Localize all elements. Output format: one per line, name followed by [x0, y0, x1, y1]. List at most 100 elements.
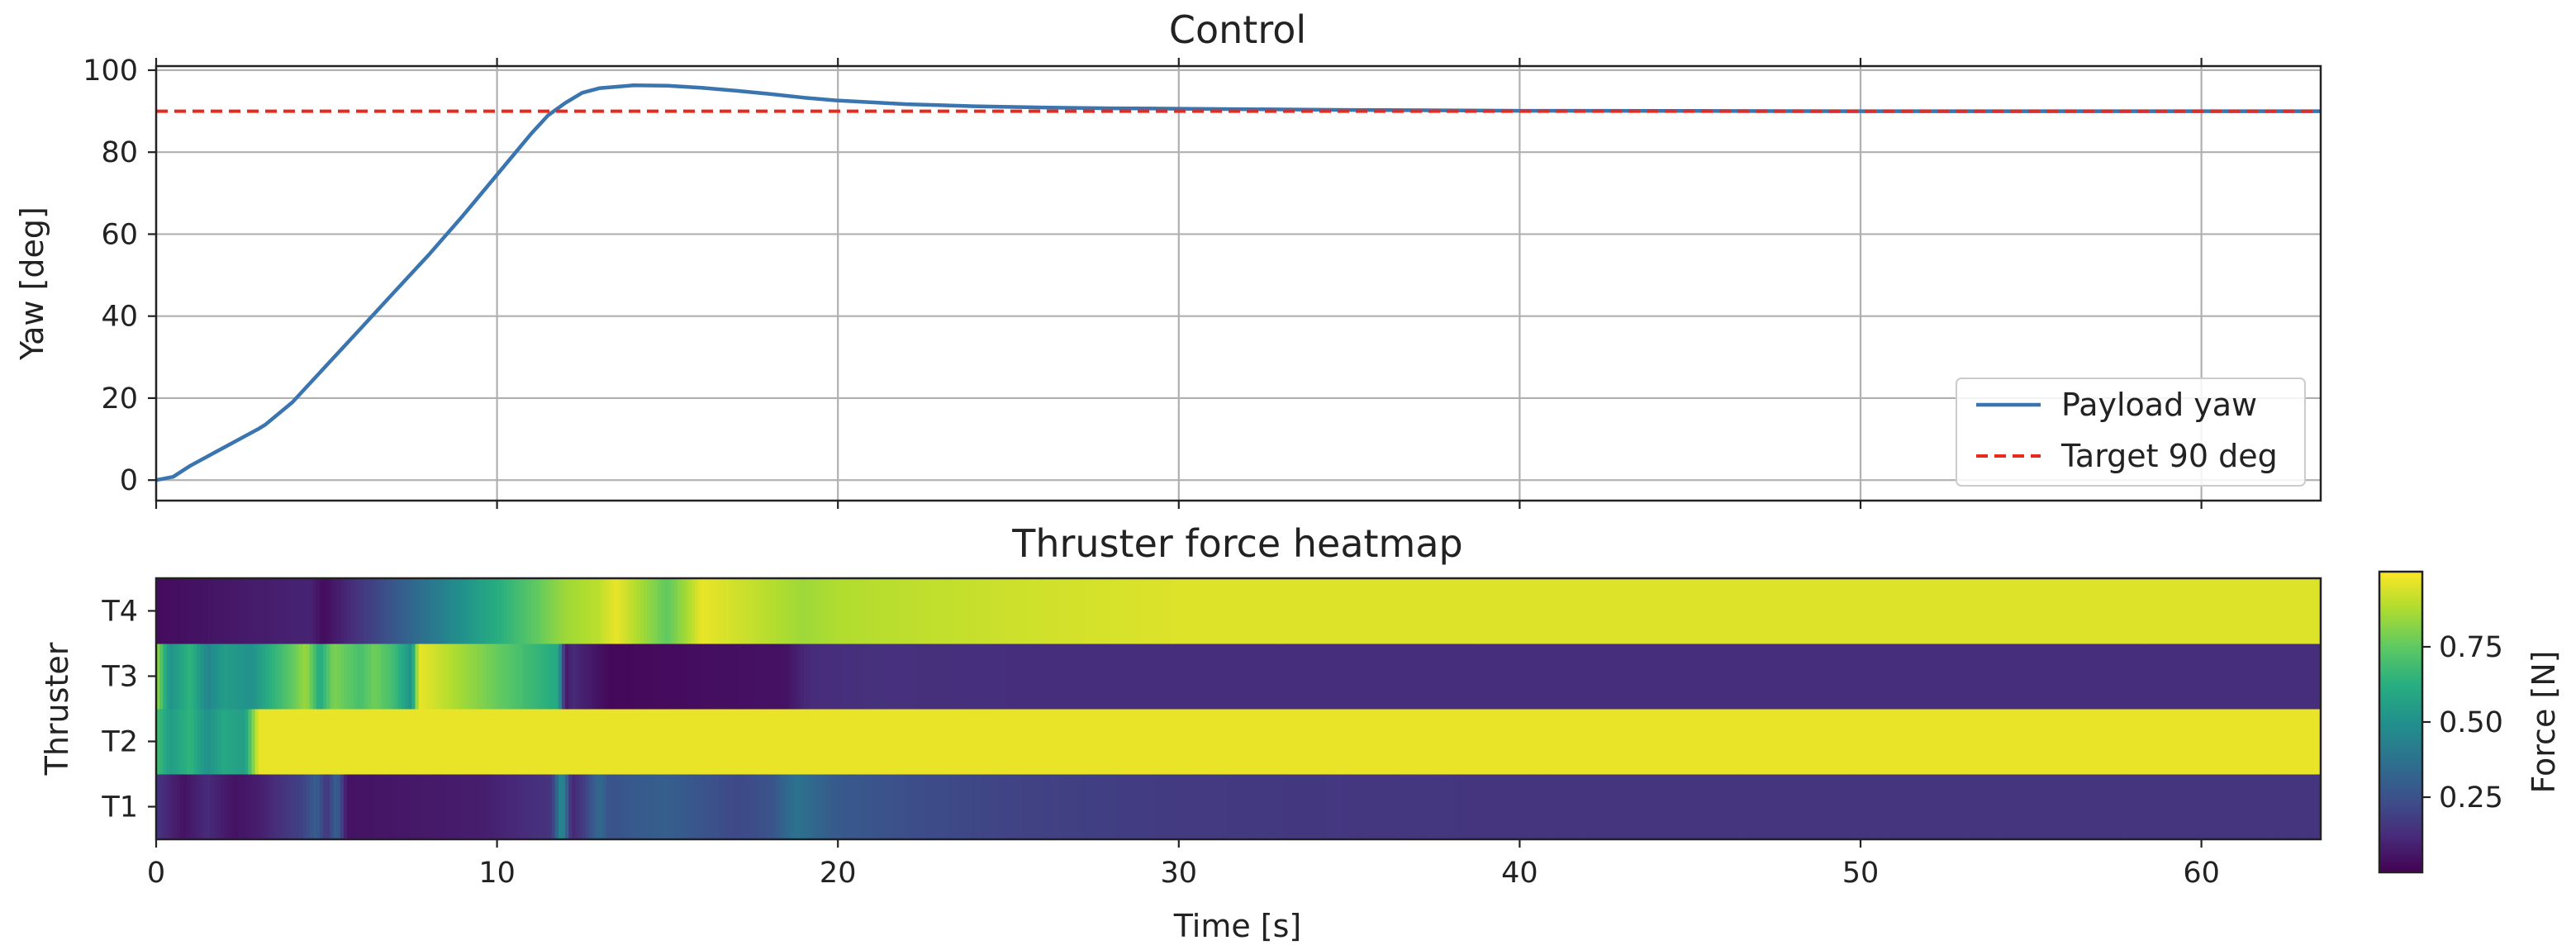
heatmap-cell-T2: [367, 709, 372, 775]
heatmap-cell-T4: [647, 578, 651, 644]
heatmap-cell-T2: [1318, 709, 1323, 775]
heatmap-cell-T2: [838, 709, 842, 775]
heatmap-cell-T1: [1946, 774, 1950, 840]
heatmap-cell-T4: [312, 578, 317, 644]
heatmap-cell-T1: [445, 774, 450, 840]
heatmap-cell-T3: [1148, 644, 1153, 710]
heatmap-cell-T1: [511, 774, 515, 840]
heatmap-cell-T4: [1417, 578, 1422, 644]
heatmap-cell-T3: [923, 644, 928, 710]
heatmap-cell-T3: [1192, 644, 1197, 710]
heatmap-cell-T4: [1090, 578, 1095, 644]
heatmap-cell-T1: [1952, 774, 1957, 840]
heatmap-cell-T3: [1400, 644, 1404, 710]
heatmap-cell-T2: [1734, 709, 1739, 775]
heatmap-cell-T1: [1414, 774, 1419, 840]
heatmap-cell-T4: [701, 578, 706, 644]
heatmap-cell-T3: [544, 644, 549, 710]
heatmap-cell-T3: [1417, 644, 1422, 710]
heatmap-cell-T3: [1935, 644, 1940, 710]
heatmap-cell-T2: [1686, 709, 1691, 775]
heatmap-cell-T1: [1614, 774, 1619, 840]
heatmap-cell-T1: [1547, 774, 1552, 840]
heatmap-cell-T3: [2034, 644, 2039, 710]
heatmap-cell-T2: [2265, 709, 2270, 775]
heatmap-row-label-T4: T4: [101, 596, 138, 629]
heatmap-cell-T4: [1908, 578, 1913, 644]
heatmap-cell-T1: [1407, 774, 1411, 840]
heatmap-cell-T3: [1880, 644, 1885, 710]
heatmap-cell-T1: [179, 774, 184, 840]
heatmap-cell-T3: [1901, 644, 1906, 710]
heatmap-cell-T4: [2303, 578, 2308, 644]
heatmap-cell-T4: [402, 578, 406, 644]
heatmap-cell-T4: [1884, 578, 1889, 644]
heatmap-cell-T2: [687, 709, 692, 775]
heatmap-cell-T4: [1271, 578, 1275, 644]
heatmap-cell-T4: [1311, 578, 1316, 644]
heatmap-cell-T3: [1434, 644, 1438, 710]
heatmap-cell-T1: [872, 774, 877, 840]
heatmap-cell-T2: [2252, 709, 2257, 775]
heatmap-cell-T2: [1765, 709, 1770, 775]
heatmap-cell-T2: [1635, 709, 1640, 775]
heatmap-cell-T3: [1342, 644, 1347, 710]
heatmap-cell-T1: [1864, 774, 1868, 840]
heatmap-cell-T3: [336, 644, 341, 710]
heatmap-cell-T2: [1475, 709, 1480, 775]
heatmap-cell-T1: [1595, 774, 1599, 840]
heatmap-row-label-T1: T1: [101, 791, 138, 824]
heatmap-cell-T3: [1574, 644, 1579, 710]
heatmap-cell-T2: [316, 709, 321, 775]
heatmap-cell-T4: [711, 578, 716, 644]
heatmap-cell-T1: [790, 774, 795, 840]
heatmap-cell-T4: [1622, 578, 1626, 644]
heatmap-cell-T3: [1209, 644, 1214, 710]
heatmap-cell-T4: [1178, 578, 1183, 644]
heatmap-cell-T2: [1083, 709, 1087, 775]
heatmap-cell-T3: [1168, 644, 1173, 710]
heatmap-cell-T4: [1158, 578, 1162, 644]
heatmap-cell-T2: [241, 709, 245, 775]
heatmap-cell-T2: [1891, 709, 1895, 775]
heatmap-cell-T3: [575, 644, 580, 710]
heatmap-cell-T2: [530, 709, 535, 775]
heatmap-cell-T4: [1069, 578, 1074, 644]
heatmap-cell-T4: [2003, 578, 2008, 644]
heatmap-cell-T2: [1611, 709, 1616, 775]
heatmap-cell-T3: [2188, 644, 2192, 710]
heatmap-cell-T2: [1390, 709, 1395, 775]
heatmap-cell-T3: [408, 644, 413, 710]
heatmap-cell-T3: [803, 644, 808, 710]
heatmap-cell-T4: [493, 578, 498, 644]
heatmap-cell-T2: [1884, 709, 1889, 775]
heatmap-cell-T1: [2293, 774, 2298, 840]
heatmap-cell-T3: [2089, 644, 2094, 710]
heatmap-cell-T4: [506, 578, 511, 644]
heatmap-cell-T3: [2010, 644, 2015, 710]
heatmap-cell-T2: [1410, 709, 1415, 775]
heatmap-cell-T4: [899, 578, 904, 644]
heatmap-cell-T1: [2238, 774, 2243, 840]
heatmap-cell-T2: [1240, 709, 1244, 775]
heatmap-cell-T1: [1468, 774, 1473, 840]
heatmap-cell-T1: [875, 774, 880, 840]
heatmap-cell-T4: [544, 578, 549, 644]
heatmap-cell-T2: [2198, 709, 2203, 775]
heatmap-cell-T1: [1516, 774, 1520, 840]
heatmap-cell-T3: [1874, 644, 1879, 710]
heatmap-cell-T3: [1107, 644, 1111, 710]
heatmap-cell-T1: [1144, 774, 1149, 840]
heatmap-cell-T1: [479, 774, 484, 840]
heatmap-cell-T1: [1380, 774, 1384, 840]
yaw-tick-label-y-1: 20: [101, 382, 138, 416]
heatmap-cell-T2: [2013, 709, 2018, 775]
heatmap-cell-T2: [592, 709, 596, 775]
heatmap-cell-T2: [960, 709, 965, 775]
heatmap-cell-T2: [2071, 709, 2076, 775]
heatmap-cell-T1: [350, 774, 354, 840]
heatmap-cell-T3: [231, 644, 235, 710]
heatmap-cell-T3: [1181, 644, 1186, 710]
heatmap-cell-T3: [1720, 644, 1725, 710]
heatmap-cell-T3: [445, 644, 450, 710]
